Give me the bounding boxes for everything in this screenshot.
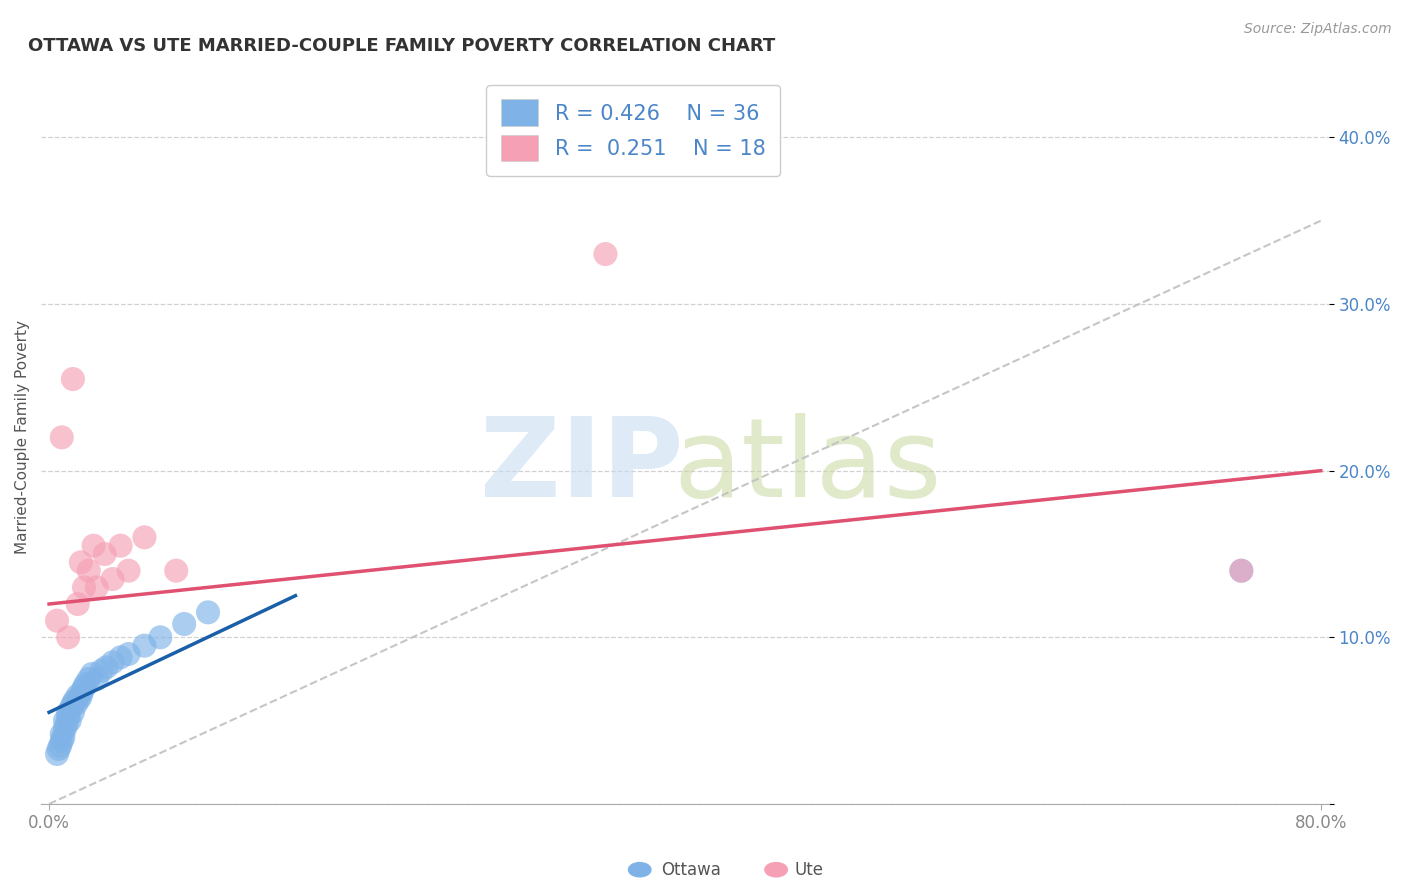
Point <box>59 714 82 728</box>
Point <box>134 530 156 544</box>
Point <box>56 631 79 645</box>
Point <box>53 714 76 728</box>
Point <box>63 693 86 707</box>
Point <box>149 631 172 645</box>
Point <box>77 672 100 686</box>
Point <box>52 731 75 745</box>
Text: atlas: atlas <box>673 413 942 520</box>
Y-axis label: Married-Couple Family Poverty: Married-Couple Family Poverty <box>15 320 30 554</box>
Point <box>62 706 84 720</box>
Point <box>197 605 219 619</box>
Point <box>72 683 94 698</box>
Point <box>83 539 105 553</box>
Point <box>93 547 115 561</box>
Point <box>49 739 72 753</box>
Point <box>86 580 108 594</box>
Point <box>51 430 73 444</box>
Point <box>46 747 69 761</box>
Point <box>165 564 187 578</box>
Point <box>66 597 89 611</box>
Point <box>46 614 69 628</box>
Point <box>110 539 132 553</box>
Point <box>75 677 97 691</box>
Point <box>51 733 73 747</box>
Text: Ute: Ute <box>794 861 824 879</box>
Point <box>101 656 124 670</box>
Point <box>67 692 90 706</box>
Point <box>66 689 89 703</box>
Point <box>77 564 100 578</box>
Point <box>117 647 139 661</box>
Point <box>51 727 73 741</box>
Text: ZIP: ZIP <box>481 413 683 520</box>
Point <box>60 700 83 714</box>
Text: Ottawa: Ottawa <box>661 861 721 879</box>
Point <box>56 710 79 724</box>
Point <box>80 667 103 681</box>
Point <box>1230 564 1253 578</box>
Point <box>117 564 139 578</box>
Point <box>96 660 118 674</box>
Text: OTTAWA VS UTE MARRIED-COUPLE FAMILY POVERTY CORRELATION CHART: OTTAWA VS UTE MARRIED-COUPLE FAMILY POVE… <box>28 37 776 55</box>
Point <box>70 555 93 569</box>
Point <box>56 706 79 720</box>
Point <box>65 697 87 711</box>
Point <box>1230 564 1253 578</box>
Point <box>70 689 93 703</box>
Point <box>110 650 132 665</box>
Point <box>62 697 84 711</box>
Point <box>53 722 76 736</box>
Point <box>73 580 96 594</box>
Point <box>86 672 108 686</box>
Point <box>595 247 617 261</box>
Point <box>73 681 96 695</box>
Legend: R = 0.426    N = 36, R =  0.251    N = 18: R = 0.426 N = 36, R = 0.251 N = 18 <box>486 85 780 176</box>
Text: Source: ZipAtlas.com: Source: ZipAtlas.com <box>1244 22 1392 37</box>
Point <box>90 664 112 678</box>
Point <box>48 742 70 756</box>
Point <box>55 717 77 731</box>
Point <box>101 572 124 586</box>
Point <box>62 372 84 386</box>
Point <box>173 617 195 632</box>
Point <box>134 639 156 653</box>
